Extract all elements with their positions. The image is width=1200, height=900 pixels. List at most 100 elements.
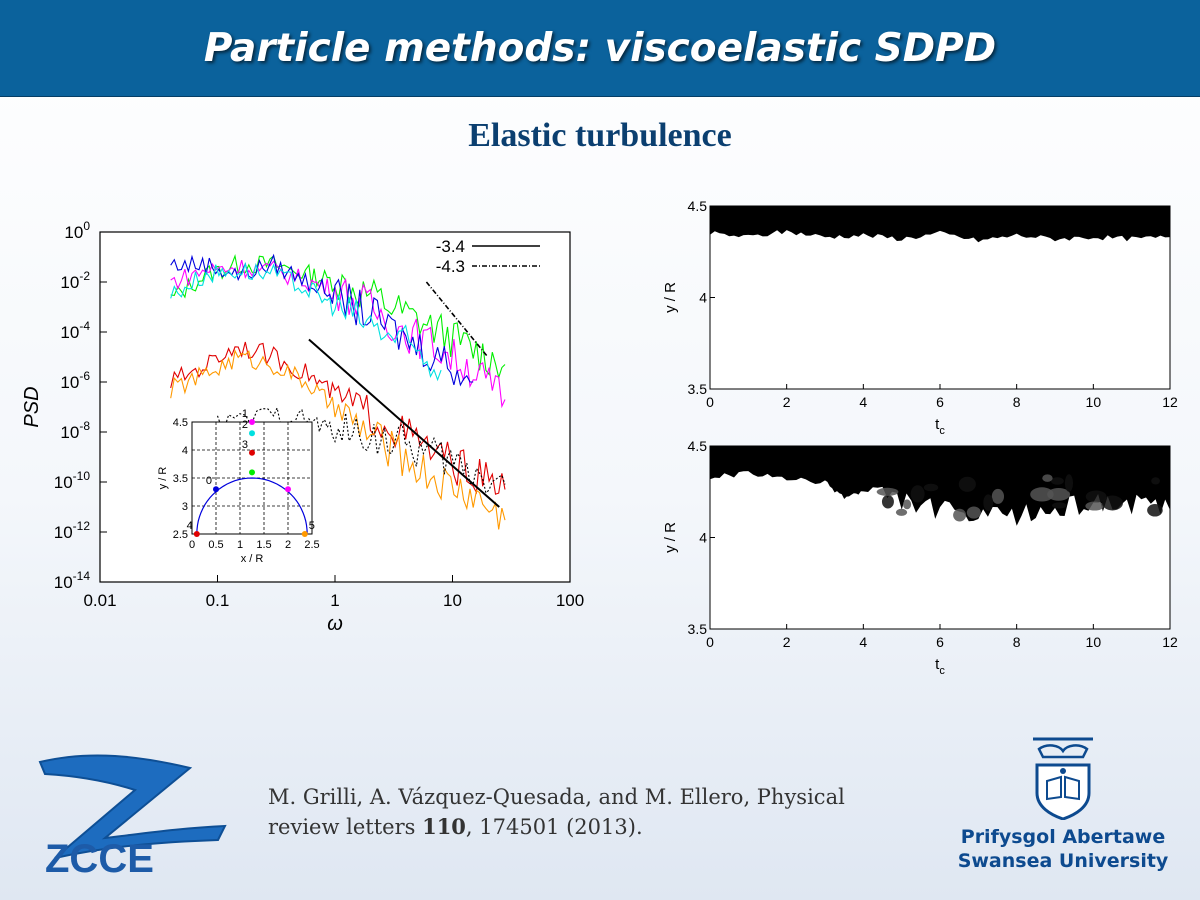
heatmap-x-tick-label: 8: [1013, 634, 1021, 650]
inset-probe-point: [249, 449, 255, 456]
psd-x-tick-label: 100: [556, 591, 584, 610]
inset-x-tick-label: 0.5: [208, 539, 223, 551]
heatmap-x-axis-label: tc: [935, 416, 945, 437]
inset-x-tick-label: 2: [285, 539, 291, 551]
inset-probe-label: 2: [242, 419, 248, 431]
inset-probe-point: [285, 486, 291, 493]
inset-probe-label: 0: [206, 475, 212, 487]
heatmap-structure: [966, 506, 981, 519]
citation-volume: 110: [422, 814, 466, 839]
heatmap-structure: [881, 494, 894, 509]
psd-y-tick-label: 10-2: [60, 269, 90, 292]
citation-line1: M. Grilli, A. Vázquez-Quesada, and M. El…: [268, 785, 845, 809]
psd-series-line: [170, 262, 442, 382]
slide-subtitle: Elastic turbulence: [468, 117, 732, 154]
inset-probe-label: 3: [242, 439, 248, 451]
psd-y-tick-label: 10-12: [54, 519, 91, 542]
inset-probe-point: [301, 531, 308, 537]
heatmap-structure: [1047, 487, 1071, 501]
psd-legend-label: -3.4: [436, 237, 465, 256]
crest-icon: [1033, 737, 1093, 821]
inset-x-tick-label: 0: [189, 539, 195, 551]
title-banner: Particle methods: viscoelastic SDPD: [0, 0, 1200, 97]
elastic-turbulence-heatmaps: 0 2 4 6 8 10 12 3.5 4 4.5 tc y / R 0 2 4 6 8 10 12 3.5 4 4.5 t…: [662, 198, 1178, 677]
heatmap-y-tick-label: 4: [699, 290, 707, 306]
psd-x-tick-label: 10: [443, 591, 462, 610]
heatmap-y-tick-label: 4.5: [688, 198, 708, 214]
heatmap-y-axis-label: y / R: [662, 282, 679, 313]
heatmap-y-tick-label: 3.5: [688, 381, 708, 397]
psd-reference-line: [308, 338, 500, 508]
heatmap-structure: [983, 494, 994, 511]
inset-x-tick-label: 1.5: [256, 539, 271, 551]
heatmap-structure: [1030, 487, 1054, 502]
psd-x-axis-label: ω: [327, 613, 343, 635]
inset-y-tick-label: 3: [182, 501, 188, 513]
inset-y-tick-label: 4.5: [173, 417, 188, 429]
heatmap-x-tick-label: 0: [706, 634, 714, 650]
heatmap-x-axis-label: tc: [935, 656, 945, 677]
heatmap-structure: [953, 508, 967, 522]
psd-y-tick-label: 10-4: [60, 319, 90, 342]
heatmap-structure: [876, 487, 899, 496]
inset-y-tick-label: 2.5: [173, 529, 188, 541]
inset-channel-arc: [196, 477, 308, 535]
university-english-name: Swansea University: [957, 850, 1169, 872]
heatmap-x-tick-label: 4: [859, 394, 867, 410]
citation-line2-suffix: , 174501 (2013).: [465, 815, 643, 839]
heatmap-y-tick-label: 4: [699, 530, 707, 546]
inset-probe-point: [193, 531, 200, 537]
heatmap-x-tick-label: 10: [1086, 394, 1102, 410]
zcce-logo: ZCCE: [30, 750, 230, 885]
heatmap-structure: [1101, 495, 1123, 511]
heatmap-structure: [1042, 474, 1053, 482]
inset-probe-point: [213, 486, 219, 493]
psd-series-line: [170, 253, 474, 387]
inset-x-tick-label: 2.5: [304, 539, 319, 551]
heatmap-structure: [1064, 474, 1074, 492]
inset-probe-label: 4: [187, 520, 193, 532]
psd-reference-line: [425, 281, 489, 358]
psd-y-tick-label: 10-6: [60, 369, 90, 392]
heatmap-y-tick-label: 4.5: [688, 438, 708, 454]
psd-y-axis-label: PSD: [21, 386, 43, 427]
inset-probe-point: [249, 430, 255, 437]
psd-x-tick-label: 0.1: [206, 591, 230, 610]
inset-probe-label: 5: [309, 520, 315, 532]
heatmap-x-tick-label: 10: [1086, 634, 1102, 650]
heatmap-structure: [1085, 490, 1107, 503]
heatmap-x-tick-label: 8: [1013, 394, 1021, 410]
university-welsh-name: Prifysgol Abertawe: [960, 826, 1166, 848]
heatmap-structure: [958, 476, 976, 492]
psd-chart: 0.01 0.1 1 10 10010-1410-1210-1010-810-610-4…: [21, 219, 584, 635]
inset-probe-point: [249, 469, 255, 476]
heatmap-y-tick-label: 3.5: [688, 621, 708, 637]
heatmap-structure: [1085, 501, 1104, 511]
inset-x-tick-label: 1: [237, 539, 243, 551]
psd-y-tick-label: 100: [64, 219, 90, 242]
heatmap-x-tick-label: 4: [859, 634, 867, 650]
inset-y-tick-label: 3.5: [173, 473, 188, 485]
inset-probe-label: 1: [242, 408, 248, 420]
heatmap-structure: [910, 485, 925, 503]
heatmap-x-tick-label: 0: [706, 394, 714, 410]
heatmap-structure: [1052, 502, 1067, 509]
heatmap-structure: [923, 483, 939, 492]
heatmap-structure: [895, 508, 908, 516]
citation: M. Grilli, A. Vázquez-Quesada, and M. El…: [268, 782, 948, 842]
heatmap-y-axis-label: y / R: [662, 522, 679, 553]
psd-series-line: [170, 349, 506, 530]
heatmap-structure: [903, 499, 912, 510]
zcce-logo-text: ZCCE: [45, 837, 154, 880]
inset-x-axis-label: x / R: [241, 553, 264, 565]
heatmap-structure: [991, 488, 1005, 504]
psd-y-tick-label: 10-14: [54, 569, 91, 592]
heatmap-x-tick-label: 12: [1162, 634, 1178, 650]
heatmap-x-tick-label: 12: [1162, 394, 1178, 410]
psd-x-tick-label: 0.01: [83, 591, 116, 610]
slide-title: Particle methods: viscoelastic SDPD: [203, 25, 997, 71]
inset-y-axis-label: y / R: [157, 467, 169, 490]
psd-y-tick-label: 10-8: [60, 419, 90, 442]
heatmap-x-tick-label: 6: [936, 394, 944, 410]
psd-y-tick-label: 10-10: [54, 469, 91, 492]
